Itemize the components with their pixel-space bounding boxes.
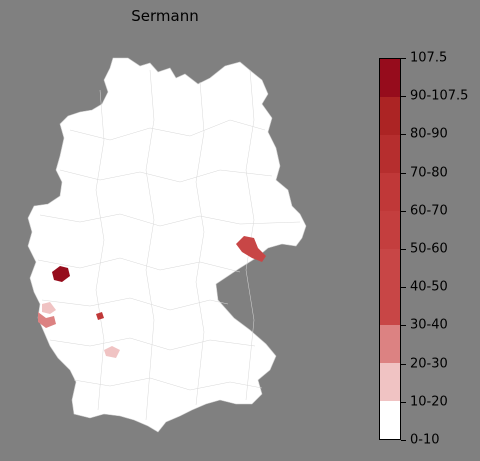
legend-swatch [380,59,400,97]
legend-colorbar [379,58,401,440]
legend-label: 10-20 [410,394,448,410]
region-saarland [38,312,56,328]
legend-label: 80-90 [410,126,448,142]
legend-swatch [380,287,400,325]
legend-swatch [380,211,400,249]
legend-tick [401,172,406,174]
legend-swatch [380,363,400,401]
region-southwest-light [104,346,120,358]
legend-tick [401,363,406,365]
legend-tick [401,134,406,136]
region-small-red [96,312,104,320]
legend-swatch [380,325,400,363]
legend-tick [401,325,406,327]
legend-tick [401,210,406,212]
legend-label: 40-50 [410,279,448,295]
legend-tick [401,96,406,98]
legend-swatch [380,135,400,173]
map-title: Sermann [131,7,199,25]
legend-label: 50-60 [410,241,448,257]
legend-label: 30-40 [410,317,448,333]
legend-tick [401,287,406,289]
legend-label: 0-10 [410,432,440,448]
germany-outline [27,57,307,433]
legend-swatch [380,401,400,439]
legend-tick [401,440,406,441]
legend-label: 70-80 [410,165,448,181]
region-west-dark [52,266,70,282]
legend-label: 90-107.5 [410,88,469,104]
legend-label: 60-70 [410,203,448,219]
region-east-saxony [236,236,266,262]
legend-swatch [380,173,400,211]
legend-swatch [380,97,400,135]
legend-tick [401,401,406,403]
legend-swatch [380,249,400,287]
legend-label: 20-30 [410,356,448,372]
district-boundaries [37,69,301,421]
legend-tick [401,249,406,250]
legend-label: 107.5 [410,50,448,66]
region-southwest-light [42,302,56,314]
germany-map [27,57,307,433]
legend-tick [401,58,406,59]
